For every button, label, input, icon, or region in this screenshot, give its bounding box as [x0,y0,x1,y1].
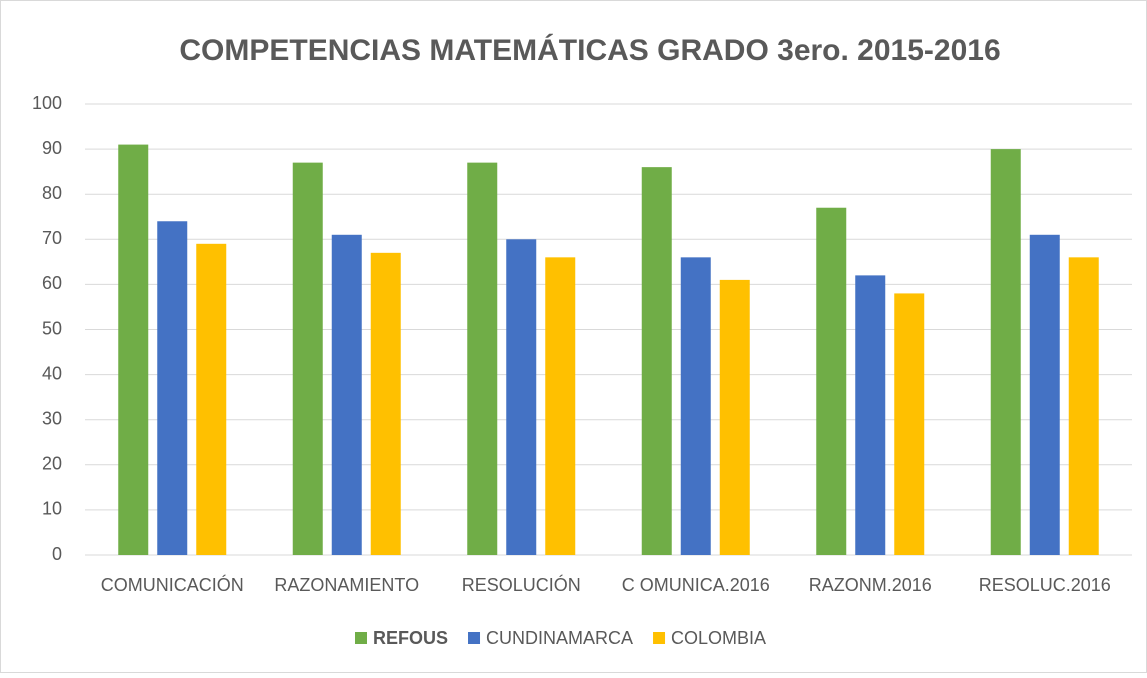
y-tick-label: 100 [32,93,62,113]
x-tick-label: C OMUNICA.2016 [622,575,770,595]
y-tick-label: 50 [42,318,62,338]
bar [894,293,925,555]
bar [370,252,401,555]
y-tick-label: 90 [42,138,62,158]
bar [1029,234,1060,556]
bar [467,162,498,555]
bar [331,234,362,556]
chart-title: COMPETENCIAS MATEMÁTICAS GRADO 3ero. 201… [179,33,1000,67]
bar [641,167,672,555]
x-tick-label: RESOLUCIÓN [462,574,581,595]
x-tick-label: RAZONM.2016 [809,575,932,595]
y-tick-label: 80 [42,183,62,203]
x-tick-label: COMUNICACIÓN [101,574,244,595]
bar [1068,257,1099,555]
legend-swatch [653,632,666,644]
bar [545,257,576,555]
bar [506,239,537,556]
legend-swatch [468,632,481,644]
bar [855,275,886,555]
bar [719,279,750,555]
y-tick-label: 20 [42,454,62,474]
bar [680,257,711,555]
bar [292,162,323,555]
legend-label: COLOMBIA [671,628,766,648]
y-tick-label: 30 [42,408,62,428]
x-tick-label: RESOLUC.2016 [979,575,1111,595]
bar [990,149,1021,555]
y-tick-label: 0 [52,544,62,564]
legend-swatch [355,632,367,644]
bar [816,207,847,556]
legend-label: CUNDINAMARCA [486,628,633,648]
y-tick-label: 60 [42,273,62,293]
y-tick-label: 10 [42,499,62,519]
bar [196,243,227,555]
x-tick-label: RAZONAMIENTO [274,575,419,595]
legend-label: REFOUS [373,628,448,648]
bar [157,221,188,555]
bar [118,144,149,555]
y-tick-label: 70 [42,228,62,248]
y-tick-label: 40 [42,363,62,383]
